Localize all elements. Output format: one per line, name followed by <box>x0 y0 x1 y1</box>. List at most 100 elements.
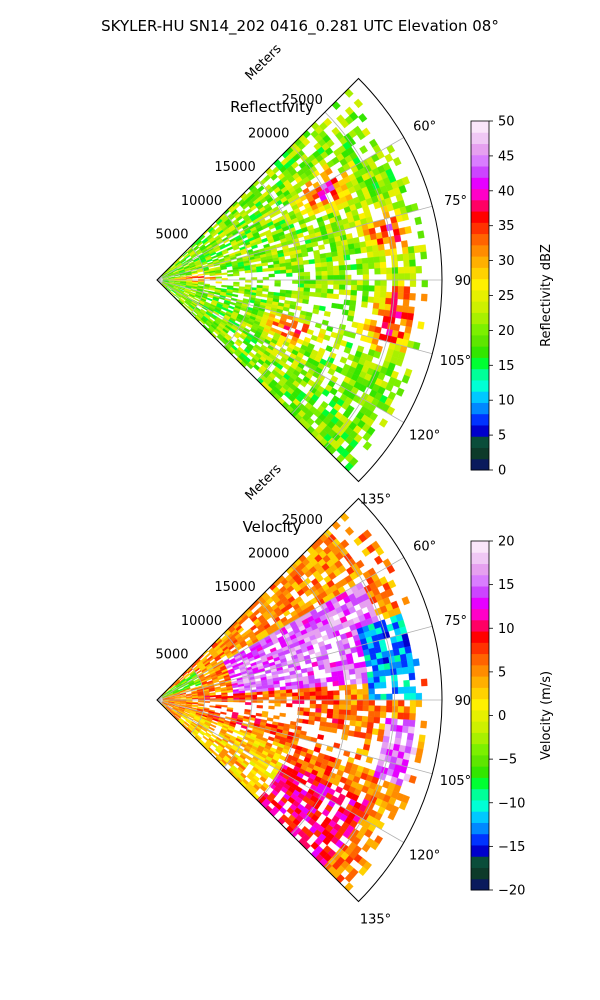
colorbar-swatch <box>471 177 489 190</box>
radar-gate <box>350 284 358 291</box>
radar-gate <box>382 315 390 324</box>
colorbar-swatch <box>471 676 489 688</box>
radar-gate <box>343 299 351 306</box>
radar-gate <box>407 666 415 674</box>
radar-gate <box>344 264 352 271</box>
radar-gate <box>303 691 311 697</box>
radar-gate <box>331 718 339 724</box>
radar-gate <box>303 695 311 701</box>
radar-gate <box>350 710 358 716</box>
radar-gate <box>347 730 355 737</box>
colorbar-swatch <box>471 244 489 257</box>
radar-gate <box>309 711 316 717</box>
radar-gate <box>326 139 335 148</box>
radar-gate <box>344 714 351 721</box>
radar-gate <box>397 686 405 694</box>
radar-gate <box>268 693 275 698</box>
colorbar-tick-label: 5 <box>498 665 506 680</box>
radar-gate <box>280 269 287 274</box>
radar-gate <box>342 669 350 676</box>
radar-gate <box>255 712 263 717</box>
radar-gate <box>378 303 386 311</box>
radar-gate <box>409 273 417 281</box>
radar-gate <box>403 679 410 688</box>
radar-gate <box>409 693 417 701</box>
colorbar-swatch <box>471 799 489 812</box>
radar-gate <box>286 272 293 277</box>
radar-gate <box>351 699 358 706</box>
radar-gate <box>359 661 367 668</box>
radar-gate <box>317 734 325 741</box>
radar-gate <box>362 279 370 286</box>
radar-gate <box>378 669 386 677</box>
radar-gate <box>373 256 381 264</box>
radar-gate <box>344 709 352 716</box>
radar-gate <box>302 719 309 725</box>
radar-gate <box>226 246 234 251</box>
radar-gate <box>362 699 370 706</box>
radar-gate <box>362 683 369 690</box>
radar-gate <box>362 290 369 297</box>
radar-gate <box>344 704 352 711</box>
radar-gate <box>280 689 287 694</box>
colorbar-tick-label: 15 <box>498 359 515 374</box>
radar-gate <box>206 297 213 302</box>
radar-gate <box>341 734 349 741</box>
radar-gate <box>383 729 391 738</box>
radar-gate <box>355 720 363 728</box>
radar-gate <box>406 312 414 321</box>
radar-gate <box>333 695 340 701</box>
radar-gate <box>400 240 409 248</box>
radar-gate <box>211 255 218 260</box>
radar-gate <box>339 699 346 706</box>
radar-gate <box>314 258 322 264</box>
radar-gate <box>420 720 428 729</box>
radar-gate <box>420 678 428 687</box>
radar-gate <box>415 748 424 757</box>
radar-gate <box>315 288 322 294</box>
radar-gate <box>197 700 205 703</box>
colorbar-swatch <box>471 743 489 756</box>
radar-gate <box>384 249 392 257</box>
radar-gate <box>303 687 310 693</box>
radar-gate <box>344 684 352 691</box>
radar-gate <box>303 287 310 293</box>
radar-gate <box>353 731 361 738</box>
radar-gate <box>221 704 228 708</box>
colorbar-swatch <box>471 391 489 403</box>
colorbar-label: Reflectivity dBZ <box>539 244 554 347</box>
radar-gate <box>314 678 322 684</box>
colorbar-swatch <box>471 788 489 801</box>
radar-gate <box>338 265 346 271</box>
radar-gate <box>356 699 364 706</box>
radar-gate <box>321 275 328 281</box>
radar-gate <box>386 699 393 707</box>
radar-gate <box>292 692 299 697</box>
radar-gate <box>314 712 322 718</box>
radar-gate <box>321 288 328 294</box>
radar-gate <box>303 711 310 717</box>
radar-gate <box>362 694 370 701</box>
radar-gate <box>332 709 340 715</box>
radar-gate <box>309 283 317 289</box>
radar-gate <box>400 312 409 320</box>
radar-gate <box>326 265 334 272</box>
radar-gate <box>374 693 381 701</box>
radar-gate <box>235 672 242 677</box>
radar-gate <box>370 659 379 667</box>
colorbar-swatch <box>471 312 489 325</box>
radar-gate <box>256 697 264 701</box>
colorbar-swatch <box>471 323 489 336</box>
radar-gate <box>368 694 375 701</box>
radar-gate <box>344 882 354 892</box>
radar-gate <box>221 696 228 699</box>
radar-gate <box>368 285 375 292</box>
radar-gate <box>384 669 392 677</box>
radar-gate <box>286 692 293 697</box>
radar-gate <box>403 686 411 694</box>
radar-gate <box>397 266 405 274</box>
radar-gate <box>303 271 311 277</box>
radar-gate <box>371 308 379 316</box>
radar-gate <box>320 292 328 299</box>
radar-gate <box>384 303 392 311</box>
